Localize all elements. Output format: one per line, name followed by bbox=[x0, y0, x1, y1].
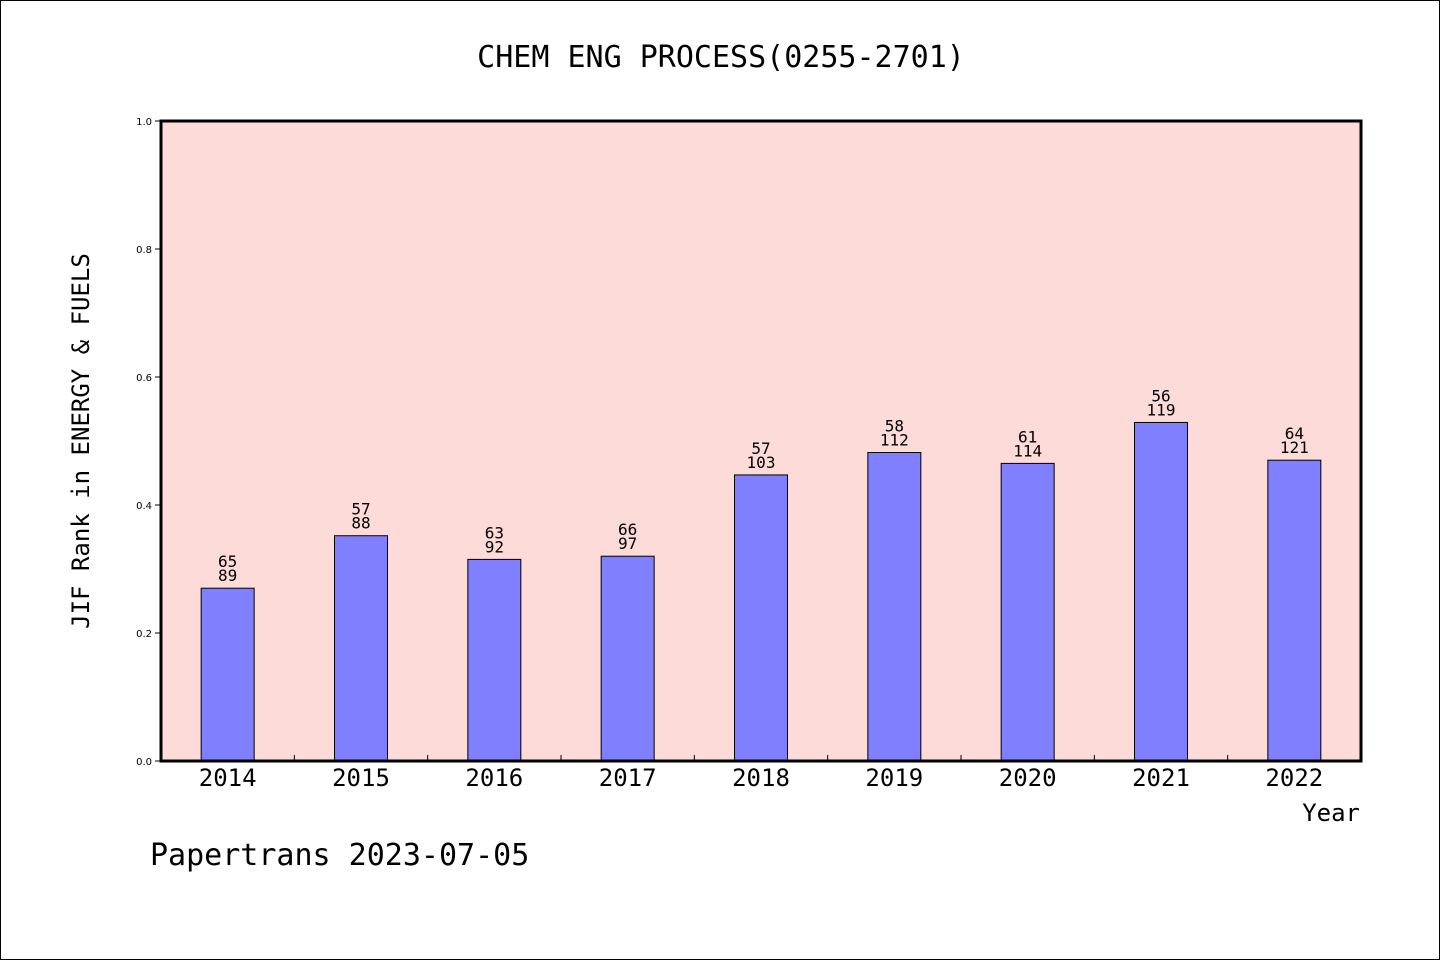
bar-2021 bbox=[1134, 421, 1188, 762]
bar-2014 bbox=[200, 587, 255, 762]
y-tick-label: 1.0 bbox=[136, 117, 152, 128]
rank-label-2017: 66 bbox=[618, 520, 637, 539]
y-tick-label: 0.4 bbox=[136, 501, 152, 512]
plot-border bbox=[159, 119, 1363, 763]
total-label-2022: 121 bbox=[1280, 438, 1309, 457]
y-axis-label: JIF Rank in ENERGY & FUELS bbox=[67, 253, 95, 629]
total-label-2017: 97 bbox=[618, 534, 637, 553]
total-label-2021: 119 bbox=[1147, 400, 1176, 419]
rank-label-2021: 56 bbox=[1151, 386, 1170, 405]
y-tick-label: 0.6 bbox=[136, 373, 152, 384]
rank-label-2014: 65 bbox=[218, 552, 237, 571]
rank-label-2020: 61 bbox=[1018, 427, 1037, 446]
chart-title: CHEM ENG PROCESS(0255-2701) bbox=[477, 40, 965, 75]
rank-label-2019: 58 bbox=[885, 417, 904, 436]
bar-2017 bbox=[600, 555, 655, 762]
x-tick-label-2022: 2022 bbox=[1265, 764, 1323, 792]
total-label-2014: 89 bbox=[218, 566, 237, 585]
y-tick-label: 0.0 bbox=[136, 757, 152, 768]
bar-2018 bbox=[734, 474, 788, 762]
x-tick-label-2015: 2015 bbox=[332, 764, 390, 792]
total-label-2020: 114 bbox=[1013, 441, 1042, 460]
y-tick-label: 0.2 bbox=[136, 629, 152, 640]
total-label-2018: 103 bbox=[747, 453, 776, 472]
bar-2016 bbox=[467, 558, 522, 762]
x-tick-label-2019: 2019 bbox=[865, 764, 923, 792]
rank-label-2016: 63 bbox=[485, 523, 504, 542]
rank-label-2015: 57 bbox=[351, 500, 370, 519]
rank-label-2022: 64 bbox=[1285, 424, 1304, 443]
x-tick-label-2014: 2014 bbox=[199, 764, 257, 792]
x-tick-label-2021: 2021 bbox=[1132, 764, 1190, 792]
x-tick-label-2017: 2017 bbox=[599, 764, 657, 792]
rank-label-2018: 57 bbox=[751, 439, 770, 458]
x-tick-label-2018: 2018 bbox=[732, 764, 790, 792]
x-tick-label-2016: 2016 bbox=[465, 764, 523, 792]
y-tick-label: 0.8 bbox=[136, 245, 152, 256]
x-tick-label-2020: 2020 bbox=[999, 764, 1057, 792]
x-axis-label: Year bbox=[1302, 799, 1360, 827]
total-label-2015: 88 bbox=[351, 514, 370, 533]
y-axis: 0.0 0.2 0.4 0.6 0.8 1.0 bbox=[136, 117, 161, 768]
total-label-2016: 92 bbox=[485, 537, 504, 556]
bar-2022 bbox=[1267, 459, 1322, 762]
bar-2019 bbox=[867, 452, 922, 762]
total-label-2019: 112 bbox=[880, 431, 909, 450]
x-axis: 2014 2015 2016 2017 2018 2019 2020 2021 2022 bbox=[199, 755, 1323, 792]
bar-2020 bbox=[1000, 462, 1055, 762]
bars-layer bbox=[200, 421, 1322, 762]
footer-text: Papertrans 2023-07-05 bbox=[150, 838, 529, 873]
bar-2015 bbox=[334, 535, 388, 762]
